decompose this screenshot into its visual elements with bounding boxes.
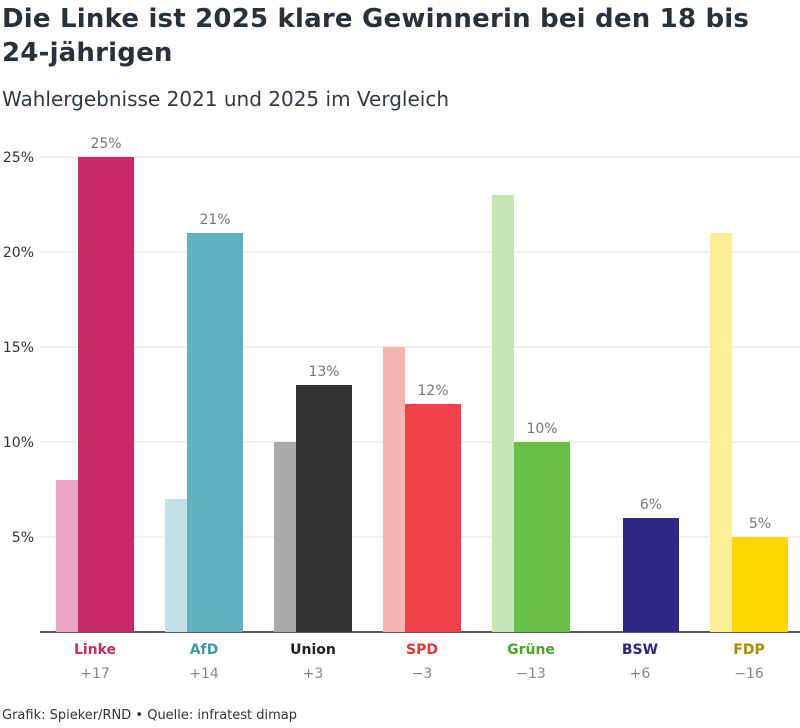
value-label-afd: 21% (199, 212, 230, 228)
bar-2021-fdp (710, 233, 732, 632)
category-label-grüne: Grüne (507, 642, 555, 658)
y-tick-label: 20% (3, 245, 34, 261)
bar-2025-bsw (623, 518, 679, 632)
bars (56, 157, 788, 632)
bar-2025-afd (187, 233, 243, 632)
bar-chart: 5% 10% 15% 20% 25% 25% Linke +17 21% AfD +14 13% Uni… (3, 136, 800, 682)
y-tick-label: 5% (12, 530, 34, 546)
labels: 5% 10% 15% 20% 25% 25% Linke +17 21% AfD +14 13% Uni… (3, 136, 771, 682)
category-label-linke: Linke (74, 642, 116, 658)
bar-2025-grüne (514, 442, 570, 632)
footer-credit: Grafik: Spieker/RND • Quelle: infratest … (2, 708, 298, 723)
chart-title: Die Linke ist 2025 klare Gewinnerin bei … (2, 4, 750, 68)
bar-2021-union (274, 442, 296, 632)
difference-label-fdp: −16 (734, 666, 764, 682)
value-label-linke: 25% (90, 136, 121, 152)
value-label-spd: 12% (417, 383, 448, 399)
category-label-union: Union (290, 642, 336, 658)
difference-label-union: +3 (303, 666, 324, 682)
category-label-afd: AfD (190, 642, 219, 658)
difference-label-afd: +14 (189, 666, 219, 682)
difference-label-grüne: −13 (516, 666, 546, 682)
value-label-grüne: 10% (526, 421, 557, 437)
y-tick-label: 10% (3, 435, 34, 451)
category-label-bsw: BSW (622, 642, 658, 658)
y-tick-label: 25% (3, 150, 34, 166)
category-label-fdp: FDP (733, 642, 764, 658)
bar-2021-linke (56, 480, 78, 632)
y-tick-label: 15% (3, 340, 34, 356)
bar-2025-fdp (732, 537, 788, 632)
value-label-fdp: 5% (749, 516, 771, 532)
difference-label-bsw: +6 (630, 666, 651, 682)
bar-2021-spd (383, 347, 405, 632)
category-label-spd: SPD (406, 642, 438, 658)
bar-2025-spd (405, 404, 461, 632)
bar-2021-afd (165, 499, 187, 632)
bar-2025-union (296, 385, 352, 632)
chart-subtitle: Wahlergebnisse 2021 und 2025 im Vergleic… (2, 87, 449, 111)
bar-2021-grüne (492, 195, 514, 632)
value-label-bsw: 6% (640, 497, 662, 513)
difference-label-spd: −3 (412, 666, 433, 682)
bar-2025-linke (78, 157, 134, 632)
difference-label-linke: +17 (80, 666, 110, 682)
value-label-union: 13% (308, 364, 339, 380)
